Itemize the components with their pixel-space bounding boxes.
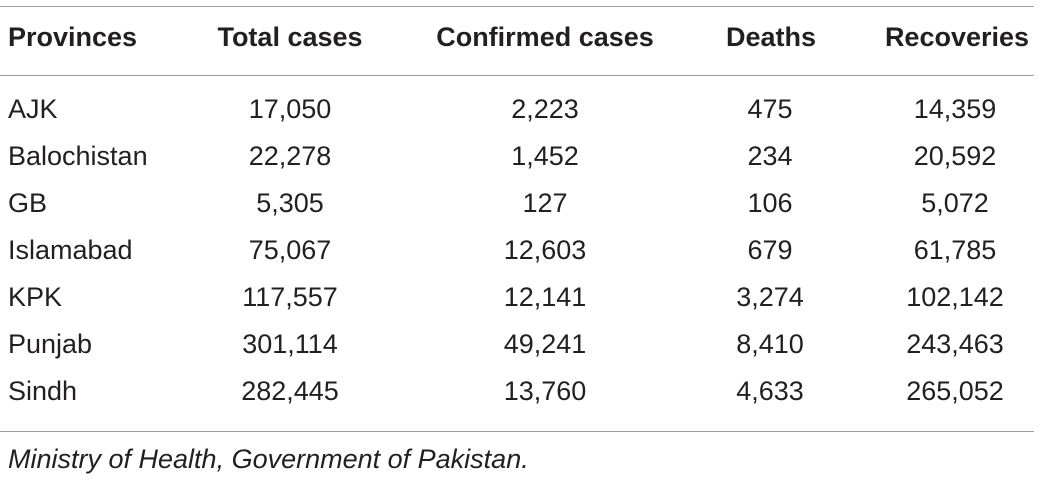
table-bottom-rule xyxy=(0,431,1034,432)
header-total-cases: Total cases xyxy=(217,22,363,52)
table-row: Islamabad 75,067 12,603 679 61,785 xyxy=(0,233,1040,280)
table-row: Balochistan 22,278 1,452 234 20,592 xyxy=(0,139,1040,186)
cell-deaths: 106 xyxy=(747,188,793,218)
table-footnote: Ministry of Health, Government of Pakist… xyxy=(8,444,529,474)
cell-deaths: 4,633 xyxy=(736,376,804,406)
table-header-row: Provinces Total cases Confirmed cases De… xyxy=(0,22,1040,62)
cell-deaths: 8,410 xyxy=(736,329,804,359)
table-row: KPK 117,557 12,141 3,274 102,142 xyxy=(0,280,1040,327)
table-row: Sindh 282,445 13,760 4,633 265,052 xyxy=(0,374,1040,421)
cell-total-cases: 117,557 xyxy=(242,282,338,312)
table-row: AJK 17,050 2,223 475 14,359 xyxy=(0,92,1040,139)
cell-confirmed-cases: 1,452 xyxy=(511,141,579,171)
cell-deaths: 679 xyxy=(747,235,793,265)
cell-recoveries: 5,072 xyxy=(921,188,989,218)
cell-recoveries: 102,142 xyxy=(906,282,1004,312)
table-row: GB 5,305 127 106 5,072 xyxy=(0,186,1040,233)
header-recoveries: Recoveries xyxy=(884,22,1030,52)
cell-total-cases: 75,067 xyxy=(248,235,332,265)
cell-total-cases: 17,050 xyxy=(248,94,332,124)
table-header-rule xyxy=(0,75,1034,76)
cell-province: AJK xyxy=(8,94,58,124)
cell-confirmed-cases: 12,141 xyxy=(503,282,587,312)
header-deaths: Deaths xyxy=(725,22,817,52)
cell-province: Sindh xyxy=(8,376,78,406)
cell-recoveries: 61,785 xyxy=(913,235,997,265)
cell-total-cases: 301,114 xyxy=(242,329,338,359)
table-body: AJK 17,050 2,223 475 14,359 Balochistan … xyxy=(0,92,1040,421)
cell-province: Islamabad xyxy=(8,235,133,265)
cell-total-cases: 5,305 xyxy=(256,188,324,218)
cell-deaths: 234 xyxy=(747,141,793,171)
cell-recoveries: 265,052 xyxy=(906,376,1004,406)
header-provinces: Provinces xyxy=(8,22,138,52)
cell-total-cases: 282,445 xyxy=(241,376,339,406)
cell-confirmed-cases: 2,223 xyxy=(511,94,579,124)
cell-total-cases: 22,278 xyxy=(248,141,332,171)
cell-recoveries: 14,359 xyxy=(913,94,997,124)
cell-province: Balochistan xyxy=(8,141,148,171)
cell-confirmed-cases: 127 xyxy=(522,188,568,218)
cell-recoveries: 243,463 xyxy=(906,329,1004,359)
cell-deaths: 475 xyxy=(747,94,793,124)
cell-deaths: 3,274 xyxy=(736,282,804,312)
table-top-rule xyxy=(0,6,1034,7)
cell-province: Punjab xyxy=(8,329,93,359)
cell-confirmed-cases: 49,241 xyxy=(503,329,587,359)
header-confirmed-cases: Confirmed cases xyxy=(436,22,654,52)
table-row: Punjab 301,114 49,241 8,410 243,463 xyxy=(0,327,1040,374)
cell-confirmed-cases: 12,603 xyxy=(503,235,587,265)
cell-confirmed-cases: 13,760 xyxy=(503,376,587,406)
cell-recoveries: 20,592 xyxy=(913,141,997,171)
cell-province: GB xyxy=(8,188,48,218)
cell-province: KPK xyxy=(8,282,63,312)
